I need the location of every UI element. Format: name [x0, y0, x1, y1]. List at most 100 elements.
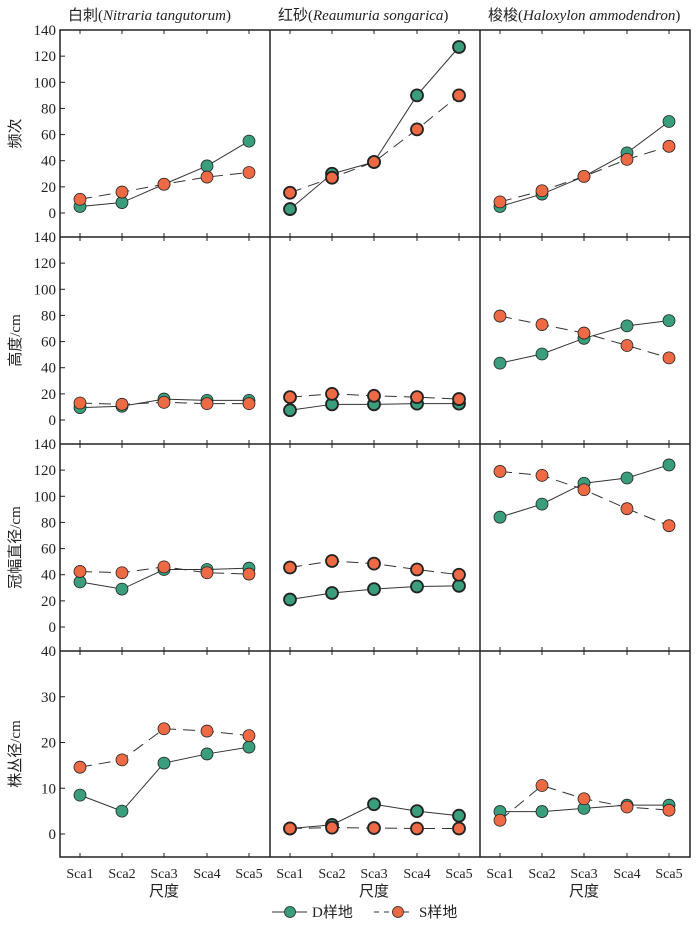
point-S — [242, 166, 256, 179]
series-line-D — [289, 46, 460, 210]
y-tick-label: 0 — [49, 206, 57, 222]
point-D — [367, 797, 381, 812]
column-title-latin: Reaumuria songarica — [312, 8, 443, 24]
y-tick-label: 80 — [41, 308, 56, 324]
y-tick-label: 120 — [34, 256, 57, 272]
legend-marker-D — [284, 906, 296, 918]
point-S — [325, 170, 339, 185]
point-D — [242, 134, 256, 148]
point-D — [493, 356, 507, 370]
x-tick-label: Sca1 — [486, 867, 513, 882]
point-D — [200, 747, 214, 761]
point-S — [115, 753, 129, 767]
y-tick-label: 20 — [41, 736, 56, 752]
point-D — [410, 804, 424, 819]
y-tick-label: 10 — [41, 781, 56, 797]
point-S — [577, 326, 591, 340]
point-S — [493, 813, 507, 827]
point-D — [157, 756, 171, 770]
point-S — [200, 566, 214, 580]
point-D — [662, 314, 676, 328]
point-S — [157, 722, 171, 736]
point-D — [493, 510, 507, 524]
y-tick-label: 80 — [41, 101, 56, 117]
panel-2-1 — [73, 237, 256, 444]
panel-2-3 — [493, 237, 676, 444]
point-S — [620, 800, 634, 814]
x-tick-label: Sca1 — [66, 867, 93, 882]
series-line-D — [79, 746, 250, 812]
point-S — [283, 185, 297, 200]
x-tick-label: Sca3 — [150, 867, 177, 882]
x-tick-label: Sca1 — [276, 867, 303, 882]
point-S — [452, 567, 466, 582]
column-title-cn: 红砂( — [278, 7, 313, 24]
point-S — [493, 195, 507, 209]
y-axis-label: 株丛径/cm — [7, 720, 24, 788]
point-S — [73, 760, 87, 774]
point-S — [620, 502, 634, 516]
x-tick-label: Sca4 — [403, 867, 430, 882]
point-S — [73, 192, 87, 206]
x-tick-label: Sca4 — [193, 867, 220, 882]
y-tick-label: 140 — [34, 23, 57, 39]
x-tick-label: Sca3 — [360, 867, 387, 882]
point-D — [115, 582, 129, 596]
point-D — [410, 579, 424, 594]
column-title-close: ) — [443, 8, 448, 24]
y-tick-label: 100 — [34, 282, 57, 298]
point-S — [452, 88, 466, 103]
y-tick-label: 60 — [41, 128, 56, 144]
panel-3-1 — [73, 444, 256, 651]
series-line-D — [79, 140, 250, 207]
column-title-close: ) — [675, 8, 680, 24]
y-tick-label: 0 — [49, 620, 57, 636]
y-tick-label: 100 — [34, 75, 57, 91]
legend: D样地 S样地 — [272, 904, 457, 921]
point-S — [242, 729, 256, 743]
column-title: 梭梭(Haloxylon ammodendron) — [488, 6, 680, 24]
point-S — [410, 122, 424, 137]
column-title: 白刺(Nitraria tangutorum) — [68, 7, 231, 24]
point-D — [283, 202, 297, 216]
y-tick-label: 120 — [34, 463, 57, 479]
panel-1-1 — [73, 30, 256, 237]
point-S — [283, 390, 297, 405]
column-title-latin: Nitraria tangutorum — [102, 8, 226, 24]
x-tick-label: Sca5 — [655, 867, 682, 882]
y-tick-label: 40 — [41, 154, 56, 170]
point-S — [620, 339, 634, 352]
point-D — [535, 805, 549, 818]
x-tick-label: Sca5 — [445, 867, 472, 882]
point-D — [200, 159, 214, 173]
panel-3-3 — [493, 444, 676, 651]
x-tick-label: Sca2 — [528, 867, 555, 882]
point-S — [410, 562, 424, 577]
x-tick-label: Sca2 — [318, 867, 345, 882]
point-S — [577, 169, 591, 183]
y-tick-label: 120 — [34, 49, 57, 65]
y-tick-label: 40 — [41, 361, 56, 377]
point-S — [452, 392, 466, 406]
point-S — [115, 185, 129, 199]
point-S — [367, 388, 381, 403]
y-tick-label: 0 — [49, 827, 57, 843]
x-axis-label: 尺度 — [359, 883, 389, 900]
point-S — [242, 397, 256, 411]
y-tick-label: 140 — [34, 230, 57, 246]
point-S — [493, 465, 507, 478]
panel-4-3 — [493, 651, 676, 857]
y-tick-label: 40 — [41, 644, 56, 660]
y-tick-label: 40 — [41, 568, 56, 584]
panel-1-3 — [493, 30, 676, 237]
y-tick-label: 140 — [34, 437, 57, 453]
point-S — [200, 170, 214, 184]
x-tick-label: Sca3 — [570, 867, 597, 882]
point-D — [452, 40, 466, 54]
point-S — [200, 724, 214, 738]
panel-1-2 — [283, 30, 466, 237]
point-S — [367, 821, 381, 835]
series-line-S — [289, 94, 460, 194]
point-S — [410, 821, 424, 836]
point-S — [410, 390, 424, 405]
